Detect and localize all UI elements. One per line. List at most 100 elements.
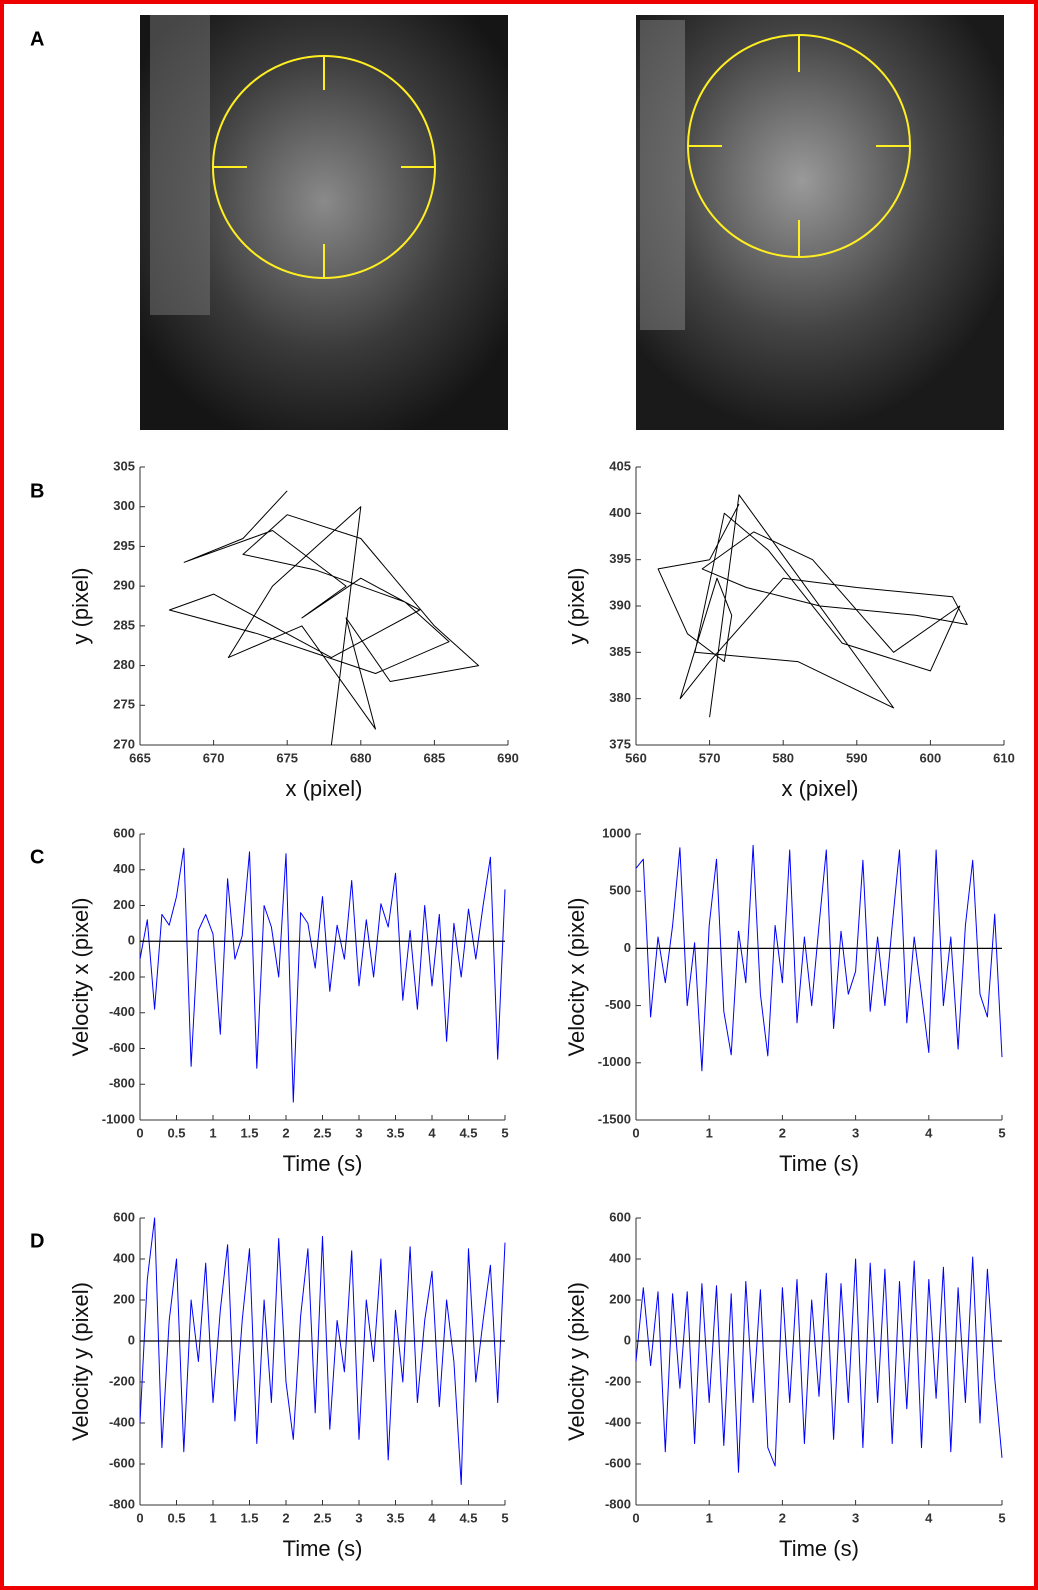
x-tick-label: 4 — [428, 1510, 436, 1525]
y-tick-label: 275 — [113, 697, 135, 712]
data-line — [657, 494, 968, 718]
y-tick-label: 400 — [113, 1250, 135, 1265]
x-tick-label: 675 — [276, 750, 298, 765]
x-tick-label: 1 — [209, 1125, 216, 1140]
y-tick-label: 500 — [609, 883, 631, 898]
x-axis-label: x (pixel) — [781, 776, 858, 801]
y-tick-label: 270 — [113, 736, 135, 751]
x-tick-label: 1.5 — [240, 1125, 258, 1140]
panel-label: C — [30, 846, 44, 868]
x-tick-label: 4 — [428, 1125, 436, 1140]
y-tick-label: 380 — [609, 690, 631, 705]
x-tick-label: 2 — [282, 1125, 289, 1140]
photo-left — [140, 15, 508, 430]
x-tick-label: 670 — [203, 750, 225, 765]
panel-label: B — [30, 480, 44, 502]
x-tick-label: 5 — [501, 1125, 508, 1140]
y-tick-label: 385 — [609, 644, 631, 659]
y-tick-label: -1000 — [598, 1054, 631, 1069]
y-axis-label: Velocity y (pixel) — [68, 1282, 93, 1441]
x-tick-label: 4.5 — [459, 1125, 477, 1140]
x-tick-label: 0 — [136, 1510, 143, 1525]
x-tick-label: 0 — [632, 1510, 639, 1525]
x-tick-label: 0 — [632, 1125, 639, 1140]
y-tick-label: -800 — [605, 1496, 631, 1511]
y-tick-label: 405 — [609, 458, 631, 473]
y-tick-label: -800 — [109, 1076, 135, 1091]
x-tick-label: 0.5 — [167, 1125, 185, 1140]
data-line — [168, 490, 480, 746]
x-tick-label: 5 — [998, 1125, 1005, 1140]
y-tick-label: 390 — [609, 597, 631, 612]
x-tick-label: 3 — [852, 1125, 859, 1140]
x-tick-label: 4 — [925, 1510, 933, 1525]
x-tick-label: 590 — [846, 750, 868, 765]
y-axis-label: Velocity x (pixel) — [564, 898, 589, 1057]
y-tick-label: 600 — [113, 1209, 135, 1224]
y-tick-label: 600 — [609, 1209, 631, 1224]
y-tick-label: 400 — [609, 1250, 631, 1265]
y-tick-label: 200 — [113, 1291, 135, 1306]
y-tick-label: -600 — [109, 1040, 135, 1055]
y-tick-label: -1500 — [598, 1111, 631, 1126]
x-tick-label: 4 — [925, 1125, 933, 1140]
x-tick-label: 4.5 — [459, 1510, 477, 1525]
x-tick-label: 3 — [852, 1510, 859, 1525]
x-tick-label: 0 — [136, 1125, 143, 1140]
x-tick-label: 680 — [350, 750, 372, 765]
y-tick-label: 290 — [113, 578, 135, 593]
y-tick-label: -200 — [109, 1373, 135, 1388]
x-tick-label: 2 — [779, 1125, 786, 1140]
y-tick-label: 200 — [113, 897, 135, 912]
x-tick-label: 600 — [920, 750, 942, 765]
y-tick-label: 400 — [113, 861, 135, 876]
x-tick-label: 2 — [779, 1510, 786, 1525]
x-tick-label: 2 — [282, 1510, 289, 1525]
y-tick-label: 300 — [113, 498, 135, 513]
x-tick-label: 2.5 — [313, 1510, 331, 1525]
y-tick-label: -400 — [605, 1414, 631, 1429]
y-tick-label: 0 — [128, 1332, 135, 1347]
y-tick-label: -400 — [109, 1004, 135, 1019]
x-axis-label: Time (s) — [283, 1536, 363, 1561]
x-tick-label: 1 — [706, 1125, 713, 1140]
y-axis-label: Velocity y (pixel) — [564, 1282, 589, 1441]
data-line — [139, 847, 506, 1103]
x-tick-label: 3 — [355, 1510, 362, 1525]
x-tick-label: 3.5 — [386, 1510, 404, 1525]
data-line — [635, 1256, 1003, 1473]
x-tick-label: 3 — [355, 1125, 362, 1140]
panel-label: D — [30, 1230, 44, 1252]
y-tick-label: 0 — [624, 1332, 631, 1347]
x-tick-label: 690 — [497, 750, 519, 765]
y-tick-label: 285 — [113, 617, 135, 632]
x-axis-label: Time (s) — [779, 1536, 859, 1561]
y-tick-label: 0 — [624, 940, 631, 955]
y-tick-label: 200 — [609, 1291, 631, 1306]
x-tick-label: 560 — [625, 750, 647, 765]
y-tick-label: 295 — [113, 538, 135, 553]
y-tick-label: 305 — [113, 458, 135, 473]
y-tick-label: -200 — [109, 968, 135, 983]
y-tick-label: -800 — [109, 1496, 135, 1511]
x-tick-label: 5 — [998, 1510, 1005, 1525]
y-tick-label: 395 — [609, 551, 631, 566]
panel-label: A — [30, 28, 44, 50]
y-tick-label: -600 — [605, 1455, 631, 1470]
x-tick-label: 665 — [129, 750, 151, 765]
x-tick-label: 1 — [706, 1510, 713, 1525]
data-line — [139, 1217, 506, 1485]
y-tick-label: 375 — [609, 736, 631, 751]
y-tick-label: -1000 — [102, 1111, 135, 1126]
data-line — [635, 844, 1003, 1072]
x-tick-label: 685 — [424, 750, 446, 765]
x-axis-label: x (pixel) — [285, 776, 362, 801]
x-axis-label: Time (s) — [779, 1151, 859, 1176]
y-tick-label: -200 — [605, 1373, 631, 1388]
y-axis-label: y (pixel) — [68, 567, 93, 644]
x-tick-label: 580 — [772, 750, 794, 765]
x-tick-label: 610 — [993, 750, 1015, 765]
y-tick-label: 280 — [113, 657, 135, 672]
photo-right — [636, 15, 1004, 430]
y-tick-label: 600 — [113, 825, 135, 840]
